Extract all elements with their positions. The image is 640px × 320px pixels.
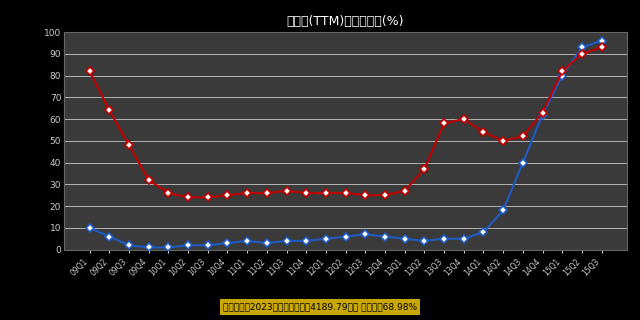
- Text: 韶能股份：2023年上半年净利剦4189.79万元 同比下陇68.98%: 韶能股份：2023年上半年净利剦4189.79万元 同比下陇68.98%: [223, 303, 417, 312]
- Title: 市盈率(TTM)及周边价格(%): 市盈率(TTM)及周边价格(%): [287, 15, 404, 28]
